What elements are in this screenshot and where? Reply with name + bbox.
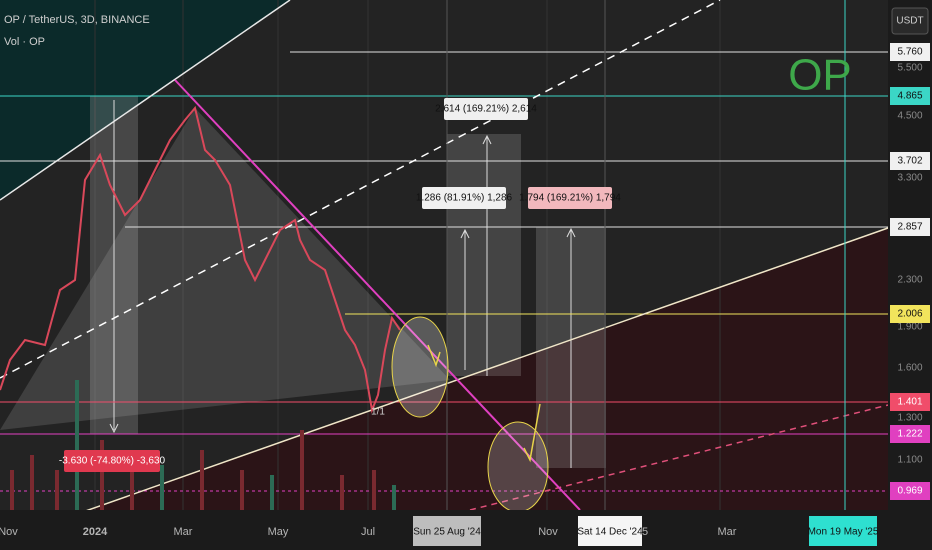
- price-label: 0.969: [897, 486, 922, 497]
- time-label: Nov: [0, 526, 18, 538]
- time-highlight: Mon 19 May '25: [808, 527, 879, 538]
- volume: [10, 380, 396, 510]
- price-labels: 5.760 4.865 3.702 2.857 2.006 1.401 1.22…: [890, 43, 930, 500]
- watermark: OP: [788, 51, 852, 100]
- time-highlight: Sun 25 Aug '24: [413, 527, 481, 538]
- axis-tick: 3.300: [897, 173, 922, 184]
- highlight-ellipse: [487, 421, 549, 513]
- time-label: Mar: [174, 526, 193, 538]
- measure-label: 1.286 (81.91%) 1,286: [416, 193, 513, 204]
- price-label: 1.222: [897, 429, 922, 440]
- measure-label-bg: [528, 187, 612, 209]
- time-label: Jul: [361, 526, 375, 538]
- symbol: OP / TetherUS, 3D, BINANCE: [4, 14, 150, 26]
- time-label: Nov: [538, 526, 558, 538]
- trendlines: [0, 0, 889, 521]
- time-label: 2024: [83, 526, 108, 538]
- price-label: 5.760: [897, 47, 922, 58]
- currency-button[interactable]: [891, 7, 929, 35]
- measure-box: [447, 134, 521, 376]
- axis-tick: 1.100: [897, 455, 922, 466]
- measure-label-bg: [64, 450, 160, 472]
- axis-tick: 5.500: [897, 63, 922, 74]
- price-label: 1.401: [897, 397, 922, 408]
- arrows: [109, 100, 576, 468]
- arrow-yellow: [427, 344, 441, 368]
- price-path: [0, 105, 401, 414]
- marker: 1/1: [371, 407, 385, 418]
- price-label: 2.006: [897, 309, 922, 320]
- volume-label: Vol · OP: [4, 36, 45, 48]
- axis-tick: 4.500: [897, 111, 922, 122]
- measure-label: 1.794 (169.21%) 1,794: [519, 193, 621, 204]
- grid: [94, 0, 721, 510]
- measure-label: -3.630 (-74.80%) -3,630: [59, 456, 166, 467]
- axis-tick: 1.600: [897, 363, 922, 374]
- time-highlight: Sat 14 Dec '24: [577, 527, 643, 538]
- highlight-ellipse: [391, 316, 449, 418]
- currency[interactable]: USDT: [896, 16, 923, 27]
- axis-tick: 2.300: [897, 275, 922, 286]
- measure-label-bg: [422, 187, 506, 209]
- price-label: 2.857: [897, 222, 922, 233]
- measure-label: 2.614 (169.21%) 2,614: [435, 104, 537, 115]
- time-label: Mar: [718, 526, 737, 538]
- time-highlight-bg: [413, 516, 481, 546]
- triangle-pattern: [0, 108, 450, 430]
- axis-tick: 1.300: [897, 413, 922, 424]
- time-label: 5: [642, 526, 648, 538]
- measure-label-bg: [444, 98, 528, 120]
- levels: [0, 51, 888, 492]
- time-highlight-bg: [578, 516, 642, 546]
- time-label: May: [268, 526, 289, 538]
- time-highlight-bg: [809, 516, 877, 546]
- arrow-yellow: [523, 403, 541, 463]
- price-label: 4.865: [897, 91, 922, 102]
- axis-tick: 1.900: [897, 322, 922, 333]
- price-label: 3.702: [897, 156, 922, 167]
